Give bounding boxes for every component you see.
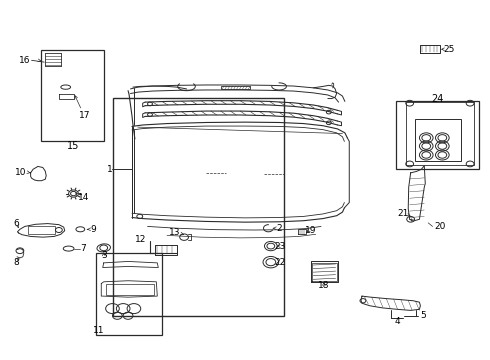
Text: 8: 8 xyxy=(13,258,19,267)
Bar xyxy=(106,284,154,295)
Text: 18: 18 xyxy=(318,281,330,290)
Text: 6: 6 xyxy=(13,219,19,228)
Text: 11: 11 xyxy=(93,325,104,334)
Text: 22: 22 xyxy=(274,258,286,267)
Text: 4: 4 xyxy=(394,316,400,325)
Text: 14: 14 xyxy=(77,193,89,202)
Text: 13: 13 xyxy=(169,228,180,237)
Text: 17: 17 xyxy=(79,111,91,120)
Text: 24: 24 xyxy=(431,94,443,104)
Text: 3: 3 xyxy=(101,251,107,260)
Bar xyxy=(220,86,250,89)
Text: 25: 25 xyxy=(443,45,454,54)
Text: 12: 12 xyxy=(135,235,147,244)
Text: 10: 10 xyxy=(15,168,26,177)
Text: 9: 9 xyxy=(90,225,96,234)
Text: 19: 19 xyxy=(305,226,317,235)
Text: 7: 7 xyxy=(80,244,86,253)
Text: 5: 5 xyxy=(420,311,426,320)
Text: 2: 2 xyxy=(276,224,282,233)
Bar xyxy=(114,98,284,316)
Text: 1: 1 xyxy=(107,165,112,174)
Text: 21: 21 xyxy=(398,209,409,218)
Bar xyxy=(97,253,162,336)
Bar xyxy=(28,226,55,234)
Bar xyxy=(396,102,479,169)
Bar xyxy=(415,118,461,161)
Text: 16: 16 xyxy=(19,56,30,65)
Text: 20: 20 xyxy=(434,222,445,231)
Text: 23: 23 xyxy=(274,242,286,251)
Text: 15: 15 xyxy=(67,141,80,151)
Bar xyxy=(41,50,104,141)
